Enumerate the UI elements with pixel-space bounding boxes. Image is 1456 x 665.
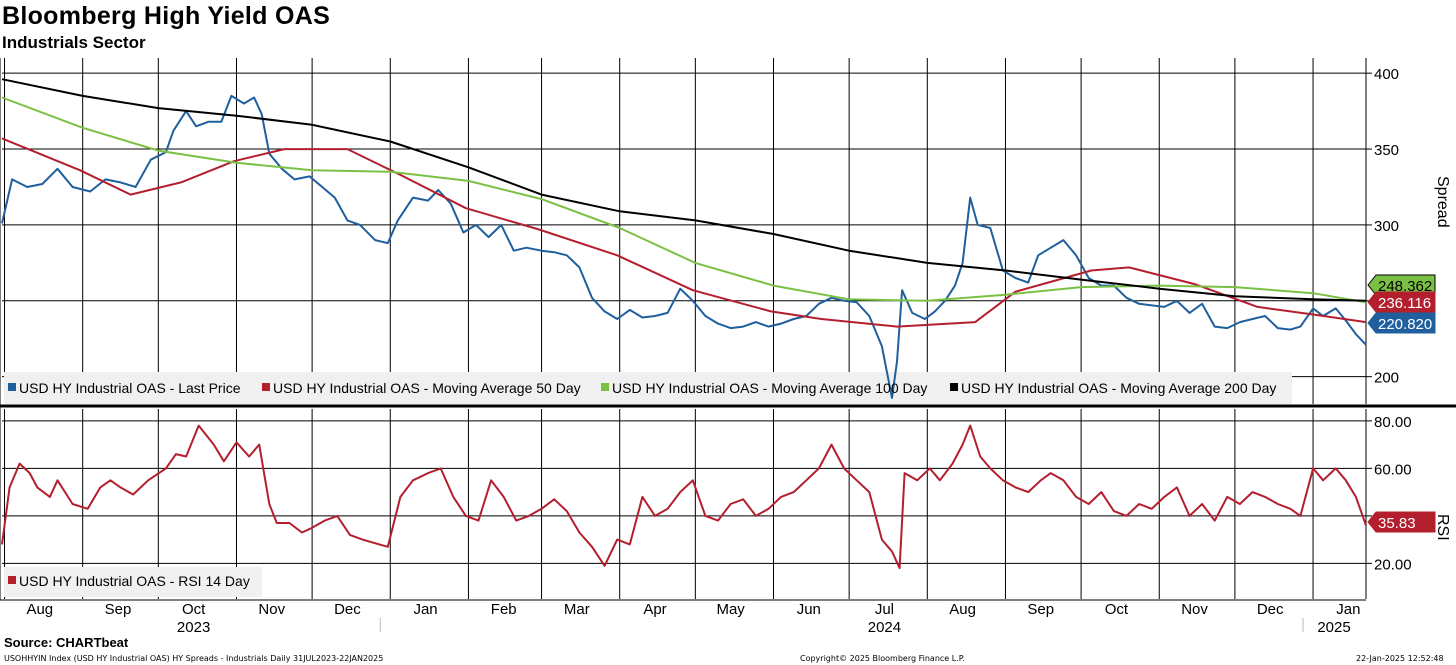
x-tick-label: May bbox=[716, 601, 745, 618]
x-tick-label: Feb bbox=[491, 601, 517, 618]
x-tick-label: Jan bbox=[1336, 601, 1360, 618]
legend-swatch bbox=[601, 383, 609, 391]
y-tick-label: 300 bbox=[1374, 218, 1399, 235]
series-line bbox=[1, 96, 1367, 304]
series-line bbox=[1, 78, 1367, 302]
x-tick-label: Aug bbox=[949, 601, 976, 618]
x-tick-label: Dec bbox=[334, 601, 361, 618]
last-value-label: 35.83 bbox=[1378, 515, 1416, 532]
legend-box bbox=[4, 372, 1292, 404]
x-tick-label: Aug bbox=[26, 601, 53, 618]
x-tick-label: Oct bbox=[182, 601, 206, 618]
legend-swatch bbox=[8, 576, 16, 584]
y-axis-label: Spread bbox=[1434, 176, 1451, 228]
last-value-label: 248.362 bbox=[1378, 278, 1432, 295]
y-axis-label: RSI bbox=[1434, 514, 1451, 541]
chart-title: Bloomberg High Yield OAS bbox=[2, 2, 331, 30]
last-value-tag bbox=[1367, 511, 1436, 533]
legend-label: USD HY Industrial OAS - Moving Average 1… bbox=[612, 380, 927, 396]
legend-swatch bbox=[950, 383, 958, 391]
legend-label: USD HY Industrial OAS - Moving Average 5… bbox=[273, 380, 581, 396]
series-line bbox=[1, 94, 1367, 399]
x-tick-label: Jun bbox=[797, 601, 821, 618]
x-tick-label: Nov bbox=[258, 601, 285, 618]
y-tick-label: 60.00 bbox=[1374, 461, 1412, 478]
legend-swatch bbox=[262, 383, 270, 391]
x-tick-label: Apr bbox=[643, 601, 666, 618]
legend-label: USD HY Industrial OAS - Moving Average 2… bbox=[961, 380, 1276, 396]
y-tick-label: 350 bbox=[1374, 142, 1399, 159]
series-line bbox=[1, 137, 1367, 328]
series-line bbox=[1, 424, 1367, 570]
x-tick-label: Dec bbox=[1257, 601, 1284, 618]
x-tick-label: Oct bbox=[1105, 601, 1129, 618]
last-value-label: 220.820 bbox=[1378, 316, 1432, 333]
footer-ticker-info: USOHHYIN Index (USD HY Industrial OAS) H… bbox=[4, 654, 384, 663]
footer-copyright: Copyright© 2025 Bloomberg Finance L.P. bbox=[800, 654, 965, 663]
x-tick-label: Jan bbox=[413, 601, 437, 618]
legend-swatch bbox=[8, 383, 16, 391]
x-year-label: 2024 bbox=[868, 619, 901, 632]
x-tick-label: Sep bbox=[1027, 601, 1054, 618]
x-year-label: 2023 bbox=[177, 619, 210, 632]
last-value-tag bbox=[1367, 291, 1436, 313]
source-note: Source: CHARTbeat bbox=[4, 635, 129, 650]
footer-timestamp: 22-Jan-2025 12:52:48 bbox=[1356, 654, 1444, 663]
y-tick-label: 80.00 bbox=[1374, 414, 1412, 431]
x-year-label: 2025 bbox=[1317, 619, 1350, 632]
last-value-tag bbox=[1367, 312, 1436, 334]
y-tick-label: 20.00 bbox=[1374, 556, 1412, 573]
x-tick-label: Sep bbox=[105, 601, 132, 618]
chart-canvas: 200300350400Spread20.0040.0060.0080.00RS… bbox=[0, 58, 1456, 632]
legend-label: USD HY Industrial OAS - RSI 14 Day bbox=[19, 573, 250, 589]
x-tick-label: Mar bbox=[564, 601, 590, 618]
legend-label: USD HY Industrial OAS - Last Price bbox=[19, 380, 241, 396]
y-tick-label: 200 bbox=[1374, 370, 1399, 387]
legend-box bbox=[4, 567, 262, 597]
x-tick-label: Jul bbox=[875, 601, 894, 618]
x-tick-label: Nov bbox=[1181, 601, 1208, 618]
last-value-label: 236.116 bbox=[1378, 295, 1431, 312]
y-tick-label: 400 bbox=[1374, 66, 1399, 83]
chart-subtitle: Industrials Sector bbox=[2, 33, 146, 52]
